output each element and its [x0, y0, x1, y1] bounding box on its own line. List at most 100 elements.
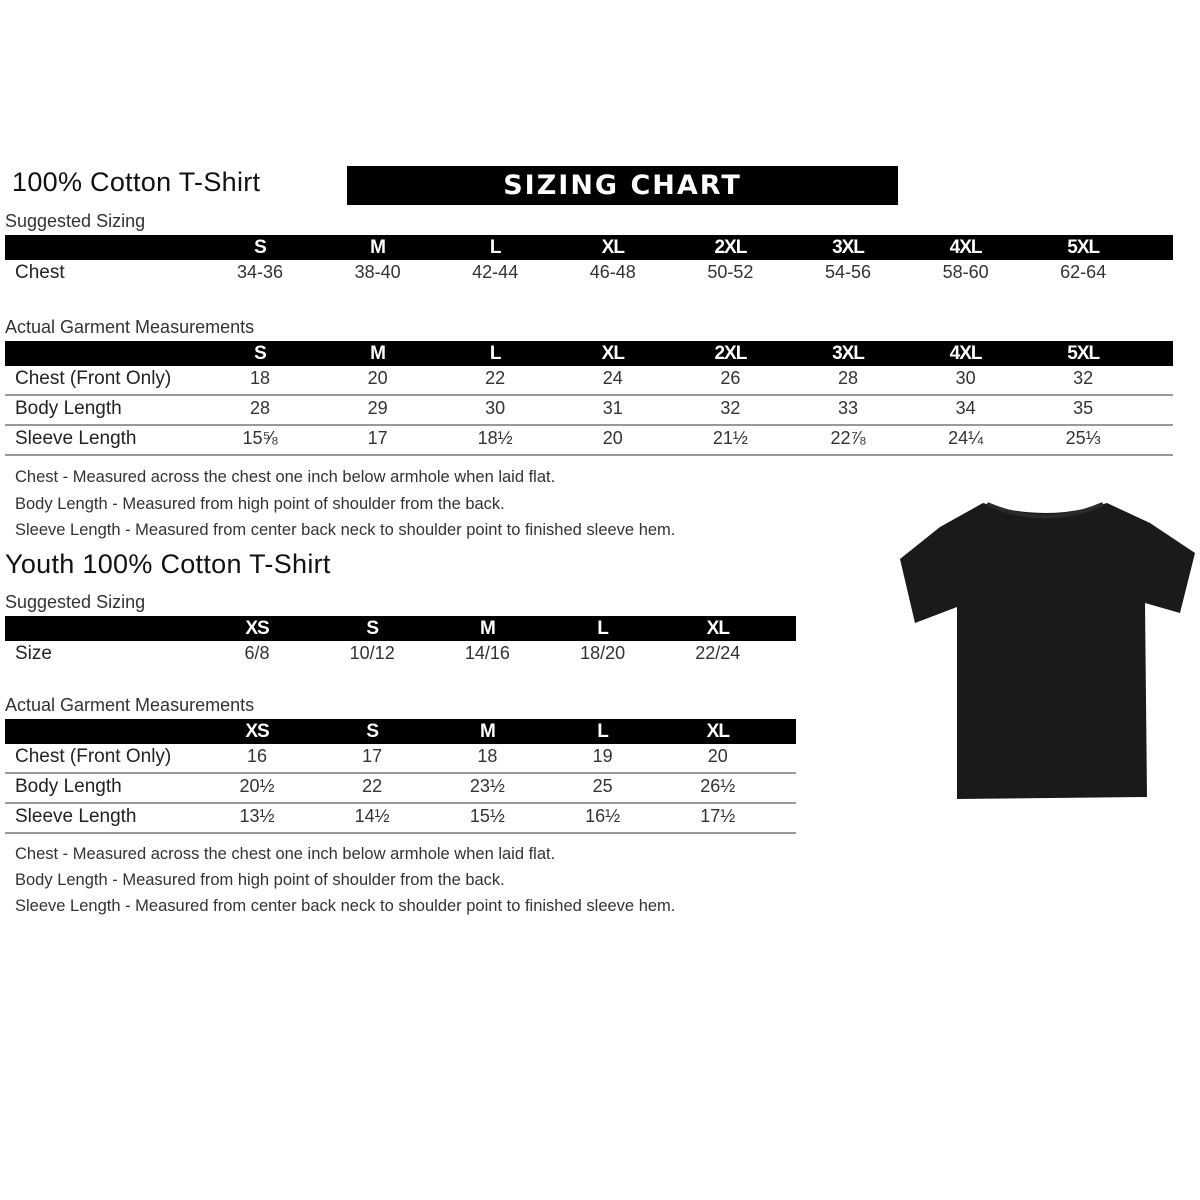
cell-value: 20: [367, 368, 388, 388]
adult-note-body: Body Length - Measured from high point o…: [15, 495, 505, 513]
cell-value: 31: [602, 398, 623, 418]
youth-suggested-label: Suggested Sizing: [5, 592, 146, 612]
cell-value: 19: [592, 746, 613, 766]
size-header: XS: [245, 721, 269, 742]
youth-note-body: Body Length - Measured from high point o…: [15, 871, 505, 889]
size-header: L: [597, 721, 609, 742]
size-header: XL: [706, 721, 730, 742]
size-header-row: S M L XL 2XL 3XL 4XL 5XL: [5, 235, 1173, 260]
size-header: XL: [601, 343, 625, 364]
row-label: Body Length: [15, 398, 122, 419]
cell-value: 22⅞: [830, 428, 866, 448]
size-header: 3XL: [832, 237, 865, 258]
cell-value: 35: [1073, 398, 1094, 418]
cell-value: 13½: [239, 806, 275, 826]
cell-value: 58-60: [942, 262, 989, 282]
sizing-chart-banner: SIZING CHART: [347, 166, 898, 205]
table-row: Sleeve Length 15⅝ 17 18½ 20 21½ 22⅞ 24¼ 25⅓: [5, 426, 1173, 456]
cell-value: 26: [720, 368, 741, 388]
size-header: L: [489, 343, 502, 364]
cell-value: 25: [592, 776, 613, 796]
cell-value: 17: [362, 746, 383, 766]
youth-suggested-table: XS S M L XL Size 6/8 10/12 14/16 18/20 22/24: [5, 616, 796, 669]
cell-value: 14½: [354, 806, 390, 826]
table-row: Body Length 28 29 30 31 32 33 34 35: [5, 396, 1173, 426]
cell-value: 22/24: [695, 643, 741, 663]
youth-note-sleeve: Sleeve Length - Measured from center bac…: [15, 897, 676, 915]
adult-suggested-table: S M L XL 2XL 3XL 4XL 5XL Chest 34-36 38-40 42-44 46-…: [5, 235, 1173, 288]
size-header: 5XL: [1067, 343, 1100, 364]
table-row: Chest 34-36 38-40 42-44 46-48 50-52 54-56 58-60…: [5, 260, 1173, 288]
cell-value: 33: [837, 398, 859, 418]
cell-value: 50-52: [707, 262, 754, 282]
size-header: L: [597, 618, 609, 639]
cell-value: 17: [367, 428, 388, 448]
cell-value: 28: [837, 368, 859, 388]
cell-value: 20: [707, 746, 728, 766]
adult-actual-table: S M L XL 2XL 3XL 4XL 5XL Chest (Front Only) 18 20 2…: [5, 341, 1173, 456]
cell-value: 17½: [700, 806, 736, 826]
black-tshirt-image: [900, 502, 1195, 799]
size-header: S: [254, 343, 267, 364]
cell-value: 18½: [477, 428, 513, 448]
adult-suggested-label: Suggested Sizing: [5, 211, 146, 231]
row-label: Chest (Front Only): [15, 368, 172, 389]
cell-value: 15⅝: [242, 428, 278, 448]
size-header: S: [254, 237, 267, 258]
row-label: Sleeve Length: [15, 806, 137, 827]
size-header: L: [489, 237, 502, 258]
size-header: S: [366, 721, 379, 742]
cell-value: 46-48: [589, 262, 636, 282]
size-header: XL: [706, 618, 730, 639]
cell-value: 24: [602, 368, 623, 388]
cell-value: 30: [485, 398, 506, 418]
cell-value: 16½: [585, 806, 621, 826]
cell-value: 34: [955, 398, 976, 418]
table-row: Chest (Front Only) 18 20 22 24 26 28 30 32: [5, 366, 1173, 396]
table-row: Body Length 20½ 22 23½ 25 26½: [5, 774, 796, 804]
youth-note-chest: Chest - Measured across the chest one in…: [15, 845, 556, 863]
cell-value: 29: [367, 398, 388, 418]
size-header-row: S M L XL 2XL 3XL 4XL 5XL: [5, 341, 1173, 366]
table-row: Chest (Front Only) 16 17 18 19 20: [5, 744, 796, 774]
cell-value: 42-44: [472, 262, 519, 282]
cell-value: 62-64: [1060, 262, 1107, 282]
cell-value: 6/8: [244, 643, 270, 663]
row-label: Chest (Front Only): [15, 746, 172, 767]
table-row: Size 6/8 10/12 14/16 18/20 22/24: [5, 641, 796, 669]
row-label: Body Length: [15, 776, 122, 797]
cell-value: 25⅓: [1065, 428, 1101, 448]
row-label: Sleeve Length: [15, 428, 137, 449]
cell-value: 32: [720, 398, 741, 418]
size-header: XS: [245, 618, 269, 639]
cell-value: 23½: [469, 776, 505, 796]
size-header: M: [370, 237, 386, 258]
cell-value: 26½: [700, 776, 736, 796]
row-label: Size: [15, 643, 52, 664]
cell-value: 38-40: [354, 262, 401, 282]
adult-actual-label: Actual Garment Measurements: [5, 317, 255, 337]
cell-value: 24¼: [948, 428, 984, 448]
cell-value: 18/20: [580, 643, 626, 663]
youth-actual-label: Actual Garment Measurements: [5, 695, 255, 715]
size-header: 4XL: [949, 237, 983, 258]
size-header: M: [479, 721, 496, 742]
cell-value: 21½: [712, 428, 748, 448]
cell-value: 30: [955, 368, 976, 388]
cell-value: 20½: [239, 776, 275, 796]
size-header: 4XL: [949, 343, 983, 364]
size-header: M: [370, 343, 386, 364]
adult-note-chest: Chest - Measured across the chest one in…: [15, 468, 556, 486]
size-header: 3XL: [832, 343, 865, 364]
youth-title: Youth 100% Cotton T-Shirt: [5, 549, 331, 579]
adult-title: 100% Cotton T-Shirt: [12, 167, 261, 197]
cell-value: 14/16: [464, 643, 510, 663]
youth-actual-table: XS S M L XL Chest (Front Only) 16 17 18 19 20 Body …: [5, 719, 796, 834]
cell-value: 18: [249, 368, 271, 388]
size-header: 2XL: [714, 343, 747, 364]
cell-value: 22: [485, 368, 506, 388]
adult-note-sleeve: Sleeve Length - Measured from center bac…: [15, 521, 676, 539]
cell-value: 15½: [469, 806, 505, 826]
size-header: XL: [601, 237, 625, 258]
cell-value: 22: [362, 776, 383, 796]
